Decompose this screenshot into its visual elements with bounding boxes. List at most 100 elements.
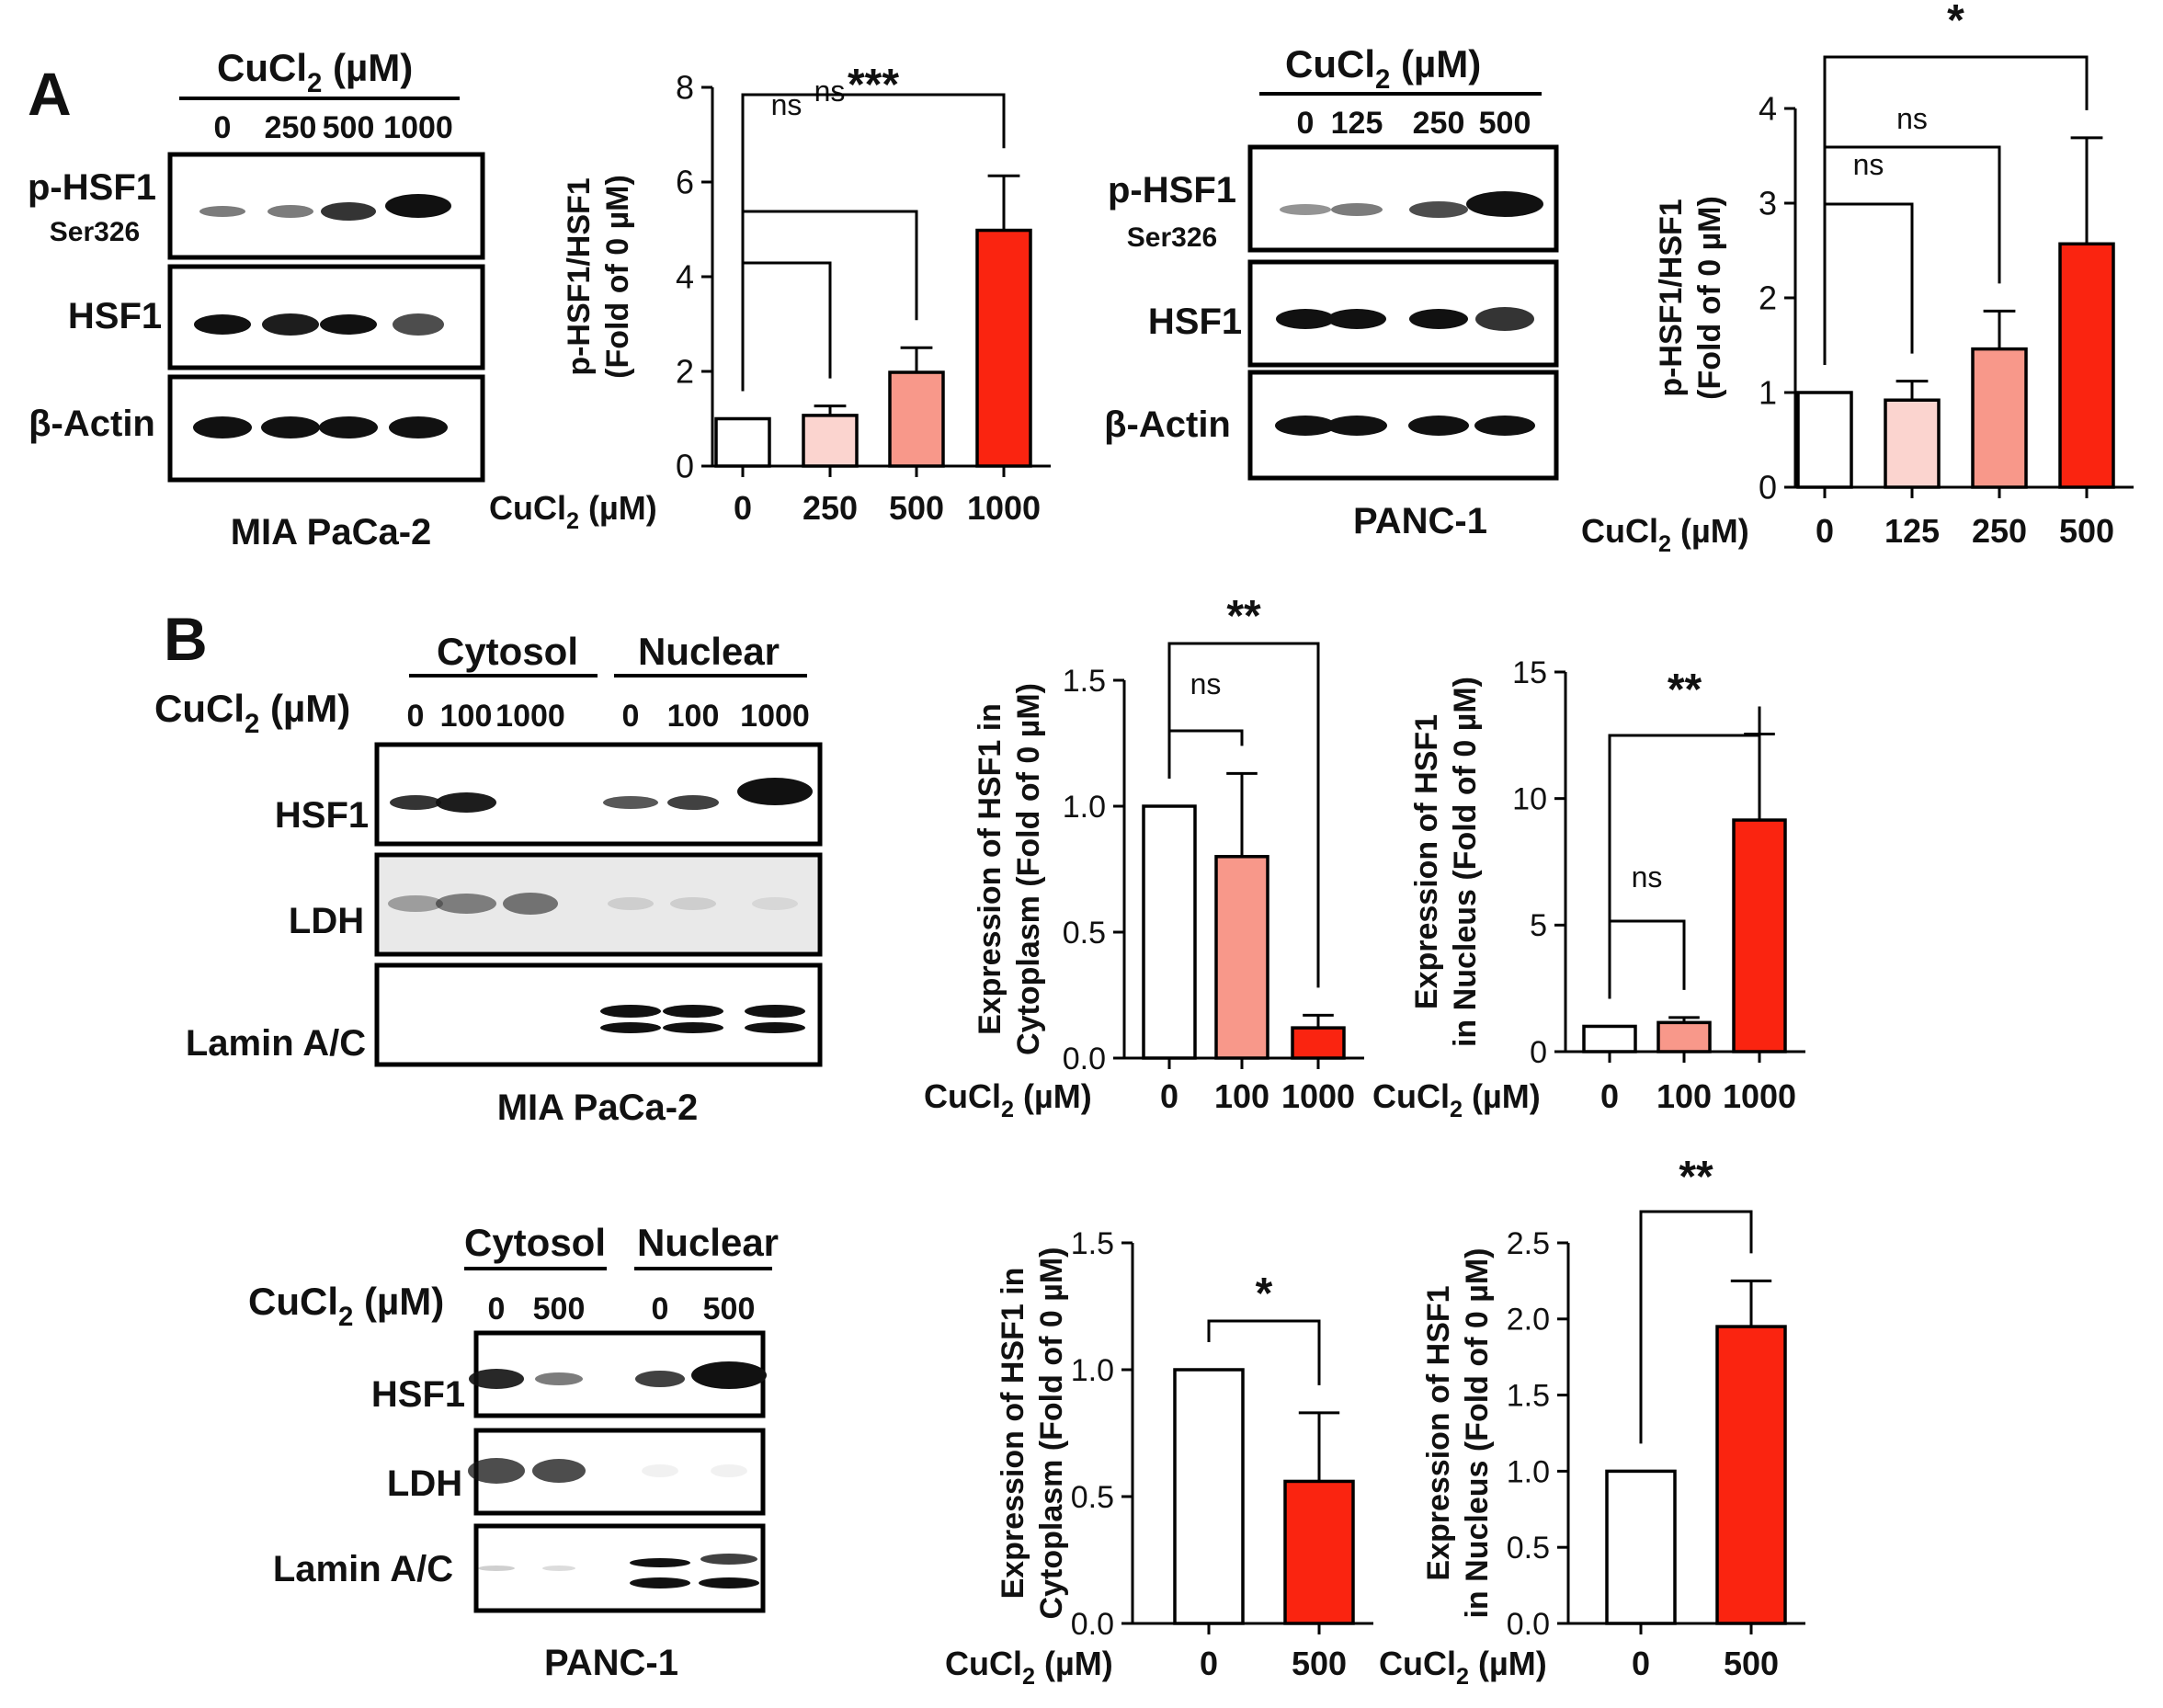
x-tick-label: 250 xyxy=(803,489,858,527)
band-ldh xyxy=(468,1458,525,1484)
y-tick-label: 10 xyxy=(1512,782,1547,817)
x-axis-label-cucl2: CuCl2 (µM) xyxy=(1372,1077,1541,1122)
y-tick-label: 0.0 xyxy=(1507,1607,1550,1642)
band-ldh xyxy=(711,1464,747,1477)
cucl2-subscript: 2 xyxy=(566,508,579,534)
band-hsf1 xyxy=(535,1372,583,1385)
x-tick-label: 0 xyxy=(1632,1645,1650,1682)
significance-ns: ns xyxy=(771,88,803,121)
lane-label: 1000 xyxy=(495,699,565,734)
blot-membrane xyxy=(374,962,823,1067)
band-p-hsf1 xyxy=(321,202,376,221)
lane-label: 500 xyxy=(1479,106,1531,141)
row-label-beta-actin: β-Actin xyxy=(1104,404,1231,445)
band-beta-actin xyxy=(1275,416,1336,436)
band-hsf1 xyxy=(393,313,444,336)
lane-label: 0 xyxy=(407,699,425,734)
band-hsf1 xyxy=(1409,309,1468,329)
y-tick-label: 0.5 xyxy=(1071,1480,1114,1515)
y-tick-label: 1.5 xyxy=(1071,1226,1114,1261)
significance-bracket xyxy=(741,261,832,392)
y-tick-label: 1 xyxy=(1759,374,1777,412)
band-lamin-c xyxy=(630,1577,690,1588)
band-lamin-c xyxy=(600,1022,661,1033)
y-axis-label-line: in Nucleus (Fold of 0 µM) xyxy=(1448,677,1483,1047)
bar-100 xyxy=(1214,855,1269,1060)
band-lamin-a xyxy=(663,1005,723,1018)
cucl2-base: CuCl xyxy=(489,489,566,527)
band-ldh xyxy=(532,1459,586,1483)
y-tick-label: 5 xyxy=(1530,908,1547,943)
y-tick-label: 0 xyxy=(676,448,694,485)
lane-label: 100 xyxy=(667,699,720,734)
row-label-ldh: LDH xyxy=(387,1463,462,1504)
band-beta-actin xyxy=(193,416,252,438)
cucl2-subscript: 2 xyxy=(1375,64,1390,95)
band-p-hsf1 xyxy=(1331,203,1383,216)
group-label-nuclear: Nuclear xyxy=(638,630,780,673)
lane-label: 0 xyxy=(622,699,640,734)
cucl2-unit: (µM) xyxy=(322,46,413,89)
significance-stars: * xyxy=(1256,1270,1273,1318)
band-beta-actin xyxy=(1326,416,1387,436)
x-tick-label: 0 xyxy=(1600,1077,1619,1115)
y-tick-label: 1.0 xyxy=(1507,1454,1550,1489)
y-axis-label: p-HSF1/HSF1 (Fold of 0 µM) xyxy=(1654,196,1727,400)
significance-bracket xyxy=(1823,55,2089,365)
x-axis-label-cucl2: CuCl2 (µM) xyxy=(924,1077,1092,1122)
x-tick-label: 500 xyxy=(1724,1645,1779,1682)
band-ldh xyxy=(752,897,798,910)
y-axis-label-line: (Fold of 0 µM) xyxy=(600,175,635,379)
y-axis-label-line: Expression of HSF1 xyxy=(1409,714,1444,1009)
cucl2-base: CuCl xyxy=(1581,512,1658,550)
significance-bracket xyxy=(1823,202,1914,365)
y-tick-label: 3 xyxy=(1759,185,1777,222)
row-label-ser326: Ser326 xyxy=(50,217,140,247)
band-beta-actin xyxy=(261,416,320,438)
y-axis-label-line: (Fold of 0 µM) xyxy=(1692,196,1727,400)
x-tick-label: 0 xyxy=(1200,1645,1218,1682)
bar-125 xyxy=(1884,398,1941,489)
y-tick-label: 15 xyxy=(1512,655,1547,690)
significance-stars: ** xyxy=(1679,1153,1713,1201)
y-tick-label: 1.5 xyxy=(1063,664,1106,699)
row-label-lamin: Lamin A/C xyxy=(186,1023,366,1064)
y-tick-label: 0.0 xyxy=(1071,1607,1114,1642)
blot-a-panc-cell-line: PANC-1 xyxy=(1353,501,1487,541)
band-hsf1 xyxy=(436,792,496,813)
cucl2-subscript: 2 xyxy=(307,68,322,98)
blot-b-panc-cell-line: PANC-1 xyxy=(544,1643,678,1683)
blot-membrane xyxy=(473,1523,766,1613)
y-tick-label: 0.5 xyxy=(1507,1531,1550,1566)
bar-0 xyxy=(1605,1469,1677,1625)
band-p-hsf1 xyxy=(385,194,451,218)
y-tick-label: 4 xyxy=(676,258,694,296)
cucl2-subscript: 2 xyxy=(1456,1664,1469,1690)
x-tick-label: 500 xyxy=(2059,512,2114,550)
bar-0 xyxy=(1142,804,1197,1060)
lane-label: 1000 xyxy=(383,110,453,145)
band-lamin-faint xyxy=(542,1566,575,1571)
y-axis-label-line: Expression of HSF1 xyxy=(1421,1285,1456,1580)
y-axis-label: Expression of HSF1 in Cytoplasm (Fold of … xyxy=(973,683,1046,1055)
significance-stars: ** xyxy=(1668,666,1702,714)
bar-500 xyxy=(888,370,945,468)
significance-bracket xyxy=(741,93,1006,392)
y-tick-label: 0 xyxy=(1530,1035,1547,1070)
lane-label: 0 xyxy=(1297,106,1315,141)
band-ldh xyxy=(436,894,496,914)
band-ldh xyxy=(608,897,654,910)
group-label-nuclear: Nuclear xyxy=(637,1221,779,1264)
y-axis-label-line: p-HSF1/HSF1 xyxy=(1654,199,1689,396)
y-axis-label-line: Expression of HSF1 in xyxy=(973,703,1008,1035)
band-hsf1 xyxy=(1276,309,1335,329)
band-beta-actin xyxy=(319,416,378,438)
band-beta-actin xyxy=(1474,416,1535,436)
chart-b_mia_cyto: 0.0 0.5 1.0 1.5 0 100 1000 ns** Expression of HS… xyxy=(973,592,1364,1115)
significance-ns: ns xyxy=(1632,860,1663,894)
significance-bracket xyxy=(1207,1319,1321,1385)
lane-label: 500 xyxy=(533,1292,586,1327)
cucl2-unit: (µM) xyxy=(1671,512,1749,550)
band-hsf1 xyxy=(1327,309,1386,329)
